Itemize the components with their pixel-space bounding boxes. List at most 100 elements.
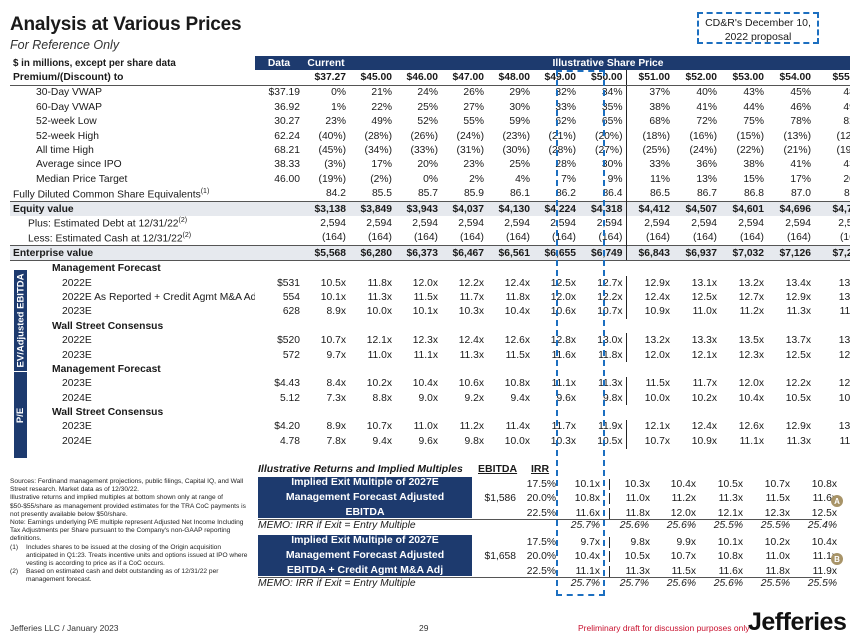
ev_ebitda-value: 10.6x	[550, 306, 576, 318]
block2-multiple: 11.6x	[718, 565, 743, 577]
pe-value: 8.4x	[326, 378, 346, 390]
block1-memo-value: 25.5%	[760, 520, 790, 531]
pe-row-data: $4.20	[274, 421, 300, 433]
cash-blank	[255, 231, 303, 246]
block1-memo-value: 25.6%	[619, 520, 649, 531]
premium-value: (28%)	[364, 130, 392, 142]
ev_ebitda-row: 2022E $520 10.7x 12.1x 12.3x 12.4x 12.6x 12.8x 1…	[10, 333, 850, 348]
pe-value: 10.8x	[504, 378, 530, 390]
ev-value: $5,568	[303, 245, 349, 262]
cash-value: (164)	[692, 232, 717, 244]
ev_ebitda-value: 12.5x	[785, 349, 811, 361]
analysis-table: $ in millions, except per share data Data…	[10, 56, 850, 449]
ev_ebitda-row-data: 572	[282, 349, 300, 361]
ev_ebitda-value: 10.1x	[412, 306, 438, 318]
ev-value: $6,937	[673, 245, 720, 262]
block2-multiple: 10.4x	[811, 537, 837, 548]
pe-value: 11.1x	[551, 378, 576, 390]
pe-value: 10.5x	[597, 435, 623, 447]
debt-row: Plus: Estimated Debt at 12/31/22(2) 2,594…	[10, 216, 850, 231]
price-5: $49.00	[533, 70, 579, 86]
premium-row: All time High 68.21 (45%) (34%) (33%) (31%) (3…	[10, 143, 850, 158]
block1-irr: 20.0%	[526, 493, 556, 505]
cash-value: (164)	[367, 232, 392, 244]
ev-label: Enterprise value	[10, 245, 255, 262]
pe-group-label: Wall Street Consensus	[52, 407, 164, 419]
pe-value: 12.0x	[738, 378, 764, 390]
pe-row: 2024E 5.12 7.3x 8.8x 9.0x 9.2x 9.4x 9.6x 9.8x 10.…	[10, 390, 850, 406]
pe-value: 10.7x	[838, 392, 850, 404]
pe-value: 11.7x	[551, 421, 576, 433]
block1-multiple: 10.4x	[670, 479, 696, 490]
ev_ebitda-value: 13.6x	[838, 277, 850, 289]
ev_ebitda-value: 13.2x	[738, 277, 764, 289]
pe-value: 10.2x	[366, 378, 392, 390]
block2-irr: 20.0%	[526, 551, 556, 563]
block2-multiple: 10.8x	[717, 551, 743, 563]
pe-group-label: Management Forecast	[52, 363, 161, 375]
pe-row: Wall Street Consensus	[10, 405, 850, 419]
ev_ebitda-value: 12.0x	[625, 347, 673, 363]
ev-ebitda-tag: EV/Adjusted EBITDA	[14, 270, 27, 371]
block1-multiple: 11.3x	[718, 493, 743, 505]
premium-row-label: All time High	[36, 145, 94, 157]
cash-value: (164)	[413, 232, 438, 244]
ev-value: $6,655	[533, 245, 579, 262]
premium-value: 38%	[743, 159, 764, 171]
ev_ebitda-row: 2023E 628 8.9x 10.0x 10.1x 10.3x 10.4x 10.6x 10.…	[10, 304, 850, 320]
blank	[255, 319, 850, 333]
ev_ebitda-value: 11.1x	[413, 349, 438, 361]
footnotes: Sources: Ferdinand management projection…	[10, 478, 248, 585]
premium-value: 52%	[417, 116, 438, 128]
premium-value: 55%	[463, 116, 484, 128]
block1-label-box: Implied Exit Multiple of 2027E Managemen…	[258, 476, 472, 518]
ev_ebitda-value: 12.3x	[412, 335, 438, 347]
ev-value: $7,221	[814, 245, 850, 262]
pe-value: 11.5x	[839, 435, 850, 447]
price-4: $48.00	[487, 70, 533, 86]
ev_ebitda-value: 11.2x	[739, 306, 764, 318]
debt-label: Plus: Estimated Debt at 12/31/22(2)	[28, 217, 188, 230]
price-0: $37.27	[303, 70, 349, 86]
pe-value: 10.5x	[785, 392, 811, 404]
fdso-value: 85.7	[417, 188, 438, 200]
premium-value: 38%	[625, 100, 673, 115]
ev_ebitda-row-data: 628	[282, 306, 300, 318]
equity-blank	[255, 200, 303, 217]
block2-multiple: 9.8x	[609, 537, 650, 548]
premium-row-label: 30-Day VWAP	[36, 87, 102, 99]
equity-value: $3,849	[349, 200, 395, 217]
premium-value: 46%	[790, 101, 811, 113]
block1-multiple: 10.3x	[609, 479, 650, 490]
ev_ebitda-value: 11.6x	[551, 349, 576, 361]
premium-value: (28%)	[548, 145, 576, 157]
premium-value: 30%	[509, 101, 530, 113]
block2-multiple: 10.4x	[574, 551, 600, 563]
ev_ebitda-row-label: 2022E As Reported + Credit Agmt M&A Adj	[62, 291, 255, 303]
ev_ebitda-value: 12.5x	[691, 291, 717, 303]
ev_ebitda-value: 11.7x	[459, 291, 484, 303]
blank	[255, 405, 850, 419]
ev_ebitda-group-label: Wall Street Consensus	[52, 320, 164, 332]
cash-value: (164)	[598, 232, 623, 244]
premium-value: 43%	[843, 159, 850, 171]
cash-value: (164)	[551, 232, 576, 244]
block2-memo-value: 25.6%	[713, 578, 743, 589]
ev_ebitda-value: 11.5x	[413, 291, 438, 303]
ev_ebitda-value: 12.0x	[550, 291, 576, 303]
ev_ebitda-value: 10.3x	[458, 306, 484, 318]
block1-memo-value: 25.4%	[807, 520, 837, 531]
premium-value: 49%	[371, 116, 392, 128]
block2-multiple: 11.1x	[812, 551, 837, 563]
blank	[255, 362, 850, 376]
block2-multiple: 10.2x	[764, 537, 790, 548]
fdso-value: 85.9	[463, 188, 484, 200]
premium-row: Median Price Target 46.00 (19%) (2%) 0% 2% 4% 7…	[10, 172, 850, 187]
ev_ebitda-value: 12.7x	[597, 277, 623, 289]
ev_ebitda-row: 2023E 572 9.7x 11.0x 11.1x 11.3x 11.5x 11.6x 11.…	[10, 347, 850, 363]
pe-value: 11.7x	[692, 378, 717, 390]
block2-multiple: 11.0x	[765, 551, 790, 563]
fdso-row: Fully Diluted Common Share Equivalents(1…	[10, 186, 850, 202]
pe-value: 10.7x	[625, 434, 673, 449]
block1-memo-value: 25.5%	[713, 520, 743, 531]
